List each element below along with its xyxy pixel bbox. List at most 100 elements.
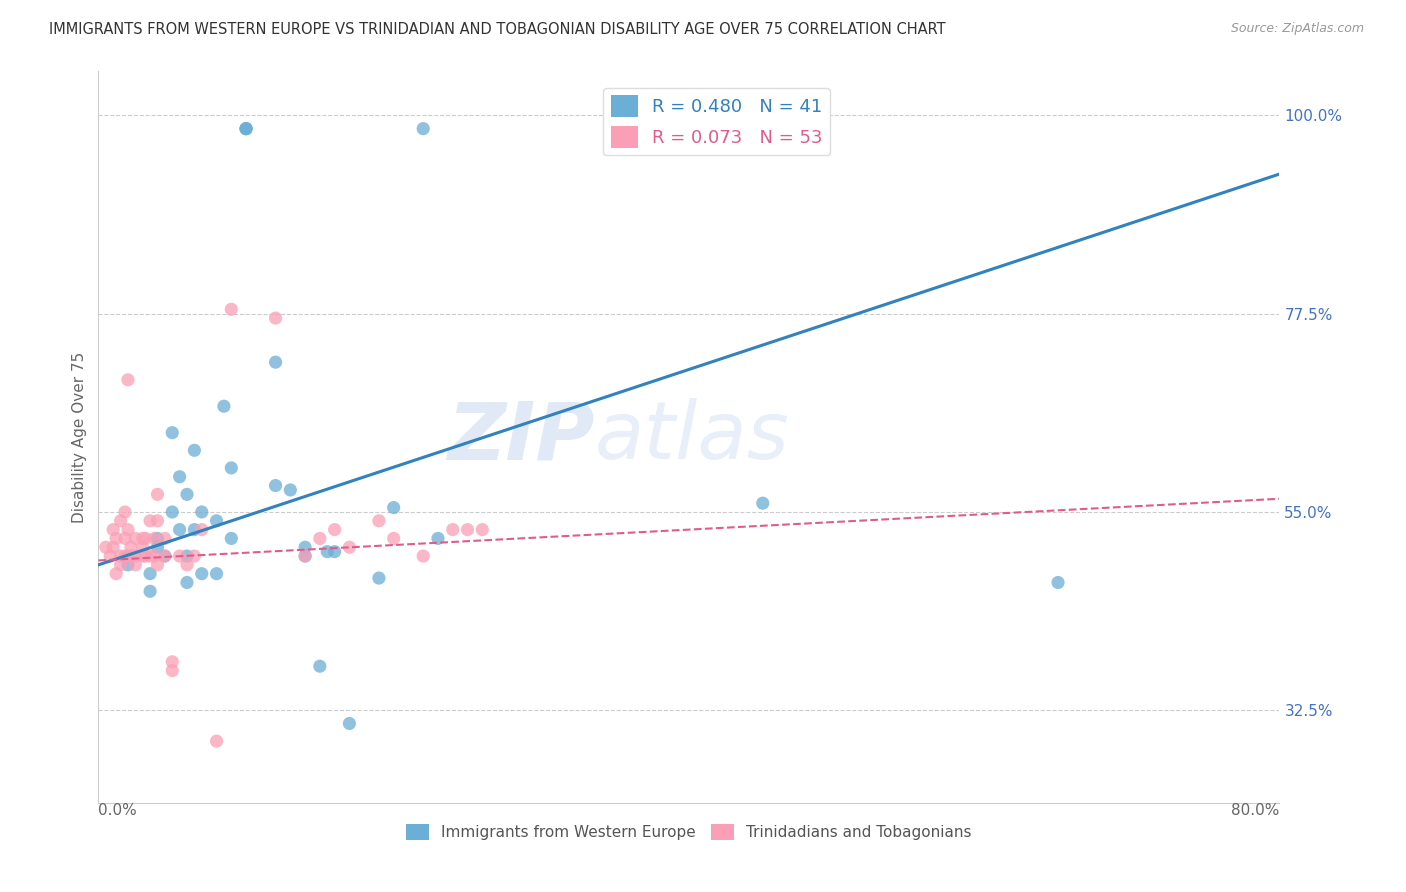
Point bbox=[139, 584, 162, 599]
Point bbox=[110, 514, 132, 528]
Point bbox=[117, 523, 139, 537]
Point bbox=[153, 549, 176, 563]
Point bbox=[382, 500, 405, 515]
Legend: Immigrants from Western Europe, Trinidadians and Tobagonians: Immigrants from Western Europe, Trinidad… bbox=[399, 818, 979, 847]
Point bbox=[412, 121, 434, 136]
Point bbox=[212, 399, 235, 413]
Point bbox=[146, 532, 169, 546]
Point bbox=[139, 566, 162, 581]
Point bbox=[427, 532, 450, 546]
Point bbox=[235, 121, 257, 136]
Point bbox=[191, 505, 214, 519]
Text: IMMIGRANTS FROM WESTERN EUROPE VS TRINIDADIAN AND TOBAGONIAN DISABILITY AGE OVER: IMMIGRANTS FROM WESTERN EUROPE VS TRINID… bbox=[49, 22, 946, 37]
Point bbox=[191, 523, 214, 537]
Point bbox=[339, 716, 361, 731]
Point bbox=[221, 461, 243, 475]
Point bbox=[294, 540, 316, 554]
Point bbox=[114, 532, 136, 546]
Point bbox=[183, 549, 205, 563]
Point bbox=[153, 549, 176, 563]
Point bbox=[382, 532, 405, 546]
Point bbox=[162, 664, 183, 678]
Point bbox=[368, 571, 391, 585]
Point bbox=[135, 532, 157, 546]
Point bbox=[169, 469, 191, 483]
Point bbox=[146, 487, 169, 501]
Point bbox=[146, 514, 169, 528]
Text: atlas: atlas bbox=[595, 398, 789, 476]
Point bbox=[124, 549, 146, 563]
Point bbox=[162, 505, 183, 519]
Point bbox=[471, 523, 494, 537]
Point bbox=[235, 121, 257, 136]
Point bbox=[153, 532, 176, 546]
Point bbox=[309, 532, 332, 546]
Point bbox=[176, 575, 198, 590]
Text: Source: ZipAtlas.com: Source: ZipAtlas.com bbox=[1230, 22, 1364, 36]
Point bbox=[139, 514, 162, 528]
Point bbox=[280, 483, 302, 497]
Point bbox=[412, 549, 434, 563]
Point bbox=[169, 523, 191, 537]
Point bbox=[176, 558, 198, 572]
Point bbox=[110, 558, 132, 572]
Point bbox=[117, 558, 139, 572]
Point bbox=[323, 523, 346, 537]
Y-axis label: Disability Age Over 75: Disability Age Over 75 bbox=[72, 351, 87, 523]
Point bbox=[205, 514, 228, 528]
Point bbox=[205, 734, 228, 748]
Point bbox=[191, 566, 214, 581]
Point bbox=[294, 549, 316, 563]
Point bbox=[316, 544, 339, 558]
Point bbox=[162, 425, 183, 440]
Point bbox=[221, 302, 243, 317]
Point bbox=[135, 549, 157, 563]
Point bbox=[183, 443, 205, 458]
Point bbox=[114, 549, 136, 563]
Point bbox=[221, 532, 243, 546]
Point bbox=[124, 558, 146, 572]
Point bbox=[103, 523, 125, 537]
Point bbox=[264, 355, 287, 369]
Point bbox=[110, 549, 132, 563]
Point bbox=[176, 487, 198, 501]
Text: ZIP: ZIP bbox=[447, 398, 595, 476]
Point bbox=[120, 549, 142, 563]
Point bbox=[132, 540, 155, 554]
Point bbox=[114, 505, 136, 519]
Point bbox=[169, 549, 191, 563]
Point bbox=[752, 496, 775, 510]
Point bbox=[117, 373, 139, 387]
Point bbox=[368, 514, 391, 528]
Text: 80.0%: 80.0% bbox=[1232, 803, 1279, 818]
Point bbox=[323, 544, 346, 558]
Point bbox=[457, 523, 479, 537]
Point bbox=[105, 532, 128, 546]
Point bbox=[132, 549, 155, 563]
Point bbox=[1046, 575, 1070, 590]
Point bbox=[309, 659, 332, 673]
Point bbox=[132, 532, 155, 546]
Point bbox=[205, 566, 228, 581]
Point bbox=[124, 532, 146, 546]
Point bbox=[162, 655, 183, 669]
Point bbox=[339, 540, 361, 554]
Point bbox=[120, 540, 142, 554]
Point bbox=[139, 549, 162, 563]
Point bbox=[146, 558, 169, 572]
Point bbox=[176, 549, 198, 563]
Text: 0.0%: 0.0% bbox=[98, 803, 138, 818]
Point bbox=[117, 549, 139, 563]
Point bbox=[143, 532, 166, 546]
Point bbox=[183, 523, 205, 537]
Point bbox=[441, 523, 464, 537]
Point bbox=[105, 566, 128, 581]
Point bbox=[103, 540, 125, 554]
Point bbox=[146, 540, 169, 554]
Point bbox=[264, 478, 287, 492]
Point bbox=[264, 311, 287, 326]
Point bbox=[94, 540, 117, 554]
Point bbox=[294, 549, 316, 563]
Point bbox=[235, 121, 257, 136]
Point bbox=[143, 549, 166, 563]
